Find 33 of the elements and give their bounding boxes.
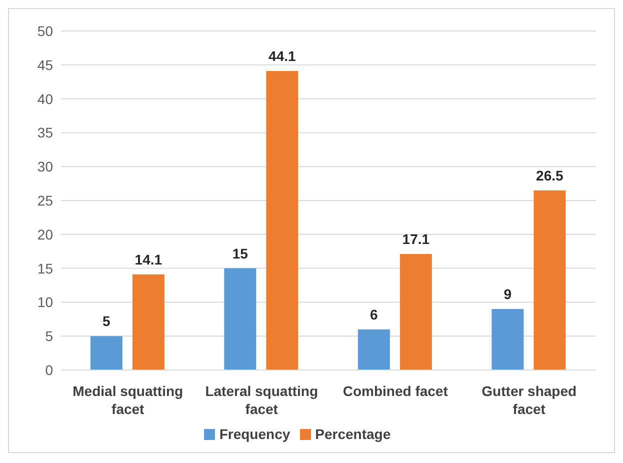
y-tick-label: 25 bbox=[37, 192, 54, 208]
bar bbox=[492, 308, 524, 370]
y-tick-label: 10 bbox=[37, 294, 54, 310]
y-tick-label: 5 bbox=[45, 328, 54, 344]
data-label: 44.1 bbox=[268, 48, 296, 64]
bar bbox=[224, 268, 256, 370]
data-label: 6 bbox=[370, 306, 378, 322]
bar bbox=[358, 329, 390, 370]
x-tick-label: Medial squatting facet bbox=[72, 383, 184, 417]
data-label: 5 bbox=[102, 313, 111, 330]
bar bbox=[400, 254, 432, 370]
bar bbox=[90, 336, 122, 370]
data-label: 15 bbox=[232, 245, 248, 262]
bar bbox=[132, 274, 164, 370]
y-tick-label: 50 bbox=[37, 22, 54, 39]
y-tick-label: 30 bbox=[37, 158, 54, 175]
x-tick-label: Lateral squatting facet bbox=[205, 383, 318, 417]
y-tick-label: 15 bbox=[37, 260, 54, 276]
y-tick-label: 35 bbox=[37, 124, 54, 141]
data-label: 17.1 bbox=[402, 231, 430, 248]
bar bbox=[266, 71, 298, 370]
legend-label: Frequency bbox=[219, 426, 290, 442]
data-label: 26.5 bbox=[536, 167, 564, 184]
data-label: 9 bbox=[504, 286, 512, 302]
bar bbox=[534, 190, 566, 370]
y-tick-label: 20 bbox=[37, 226, 54, 242]
y-tick-label: 45 bbox=[37, 56, 54, 73]
legend-label: Percentage bbox=[315, 426, 391, 442]
y-tick-label: 0 bbox=[45, 362, 54, 378]
data-label: 14.1 bbox=[134, 251, 162, 268]
x-tick-label: Gutter shaped facet bbox=[482, 383, 577, 417]
x-tick-label: Combined facet bbox=[342, 383, 448, 399]
y-tick-label: 40 bbox=[37, 90, 54, 107]
